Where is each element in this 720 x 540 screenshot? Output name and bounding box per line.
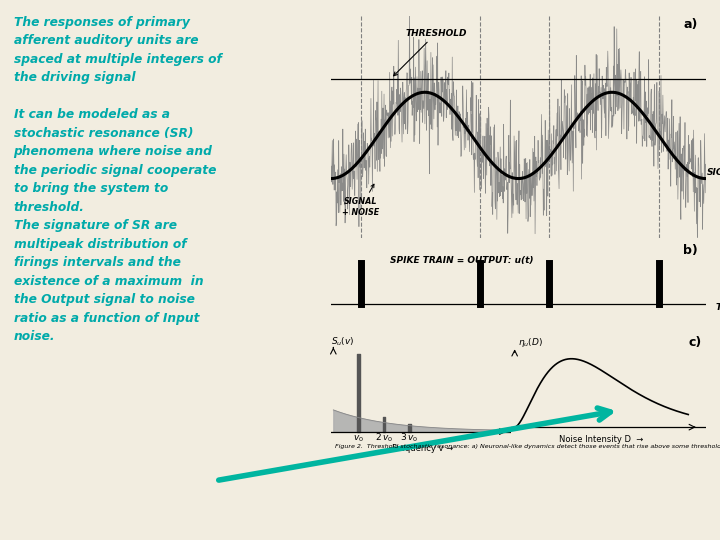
- Text: THRESHOLD: THRESHOLD: [394, 29, 467, 76]
- Text: Frequency v →: Frequency v →: [392, 444, 453, 453]
- Text: SPIKE TRAIN = OUTPUT: u(t): SPIKE TRAIN = OUTPUT: u(t): [390, 256, 534, 265]
- Text: $2\,v_0$: $2\,v_0$: [375, 431, 393, 444]
- Text: SIGNAL: SIGNAL: [707, 168, 720, 177]
- Text: SIGNAL
+ NOISE: SIGNAL + NOISE: [343, 184, 379, 217]
- Text: b): b): [683, 244, 698, 257]
- Text: Noise Intensity D  →: Noise Intensity D →: [559, 435, 644, 444]
- Text: c): c): [688, 336, 702, 349]
- Text: TIME  t: TIME t: [716, 303, 720, 312]
- Text: $3\,v_0$: $3\,v_0$: [400, 431, 418, 444]
- Text: Figure 2.  Threshold stochastic resonance: a) Neuronal-like dynamics detect thos: Figure 2. Threshold stochastic resonance…: [335, 444, 720, 449]
- Text: $\eta_u(D)$: $\eta_u(D)$: [518, 336, 544, 349]
- Text: $v_0$: $v_0$: [354, 433, 364, 444]
- Text: $S_u(v)$: $S_u(v)$: [331, 335, 355, 348]
- Text: a): a): [684, 18, 698, 31]
- Text: The responses of primary
afferent auditory units are
spaced at multiple integers: The responses of primary afferent audito…: [14, 16, 222, 343]
